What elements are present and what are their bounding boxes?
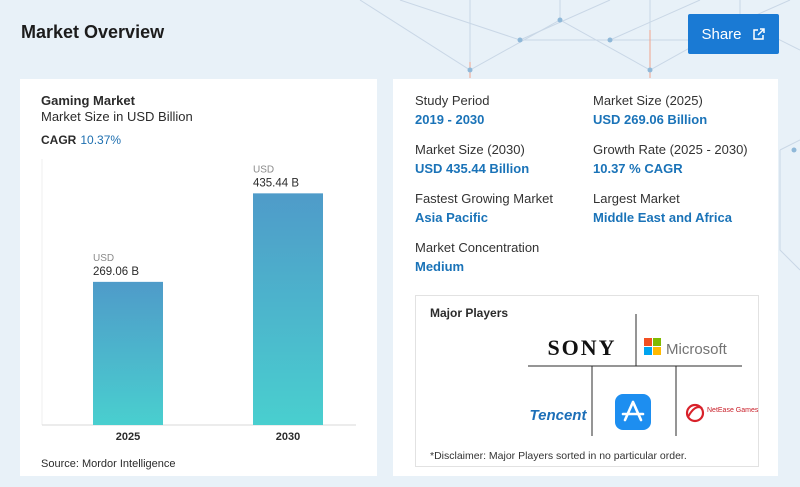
stat-market-concentration: Market Concentration Medium bbox=[415, 240, 539, 274]
cagr-value: 10.37% bbox=[80, 133, 122, 147]
page-title: Market Overview bbox=[21, 22, 165, 42]
x-tick-label: 2030 bbox=[276, 431, 300, 443]
stat-value: USD 435.44 Billion bbox=[415, 161, 530, 176]
stat-value: Medium bbox=[415, 259, 465, 274]
stat-market-size-2030: Market Size (2030) USD 435.44 Billion bbox=[415, 142, 529, 176]
stat-value: Middle East and Africa bbox=[593, 210, 732, 225]
stat-study-period: Study Period 2019 - 2030 bbox=[415, 93, 489, 127]
bar-value-unit: USD bbox=[253, 164, 274, 175]
stat-label: Largest Market bbox=[593, 191, 680, 206]
chart-source: Source: Mordor Intelligence bbox=[41, 458, 176, 470]
tencent-logo: Tencent bbox=[530, 407, 588, 424]
bar-chart: USD 269.06 B 2025 USD 435.44 B 2030 bbox=[41, 159, 356, 443]
stat-value: USD 269.06 Billion bbox=[593, 112, 708, 127]
app-store-logo bbox=[615, 394, 651, 430]
bar-value-label: 269.06 B bbox=[93, 266, 139, 278]
x-tick-label: 2025 bbox=[116, 431, 140, 443]
chart-subtitle: Market Size in USD Billion bbox=[41, 109, 193, 124]
market-stats-card: Study Period 2019 - 2030 Market Size (20… bbox=[393, 79, 778, 476]
stat-value: 10.37 % CAGR bbox=[593, 161, 683, 176]
bar-2025 bbox=[93, 281, 163, 425]
sony-logo: SONY bbox=[547, 335, 616, 360]
major-players-panel: Major Players SONY Microsoft bbox=[415, 295, 759, 467]
cagr-label: CAGR 10.37% bbox=[41, 133, 121, 147]
bar-value-unit: USD bbox=[93, 253, 114, 264]
external-link-icon bbox=[752, 28, 765, 40]
stat-fastest-growing-market: Fastest Growing Market Asia Pacific bbox=[415, 191, 553, 225]
stat-label: Growth Rate (2025 - 2030) bbox=[593, 142, 748, 157]
svg-text:Tencent: Tencent bbox=[530, 407, 588, 424]
stat-largest-market: Largest Market Middle East and Africa bbox=[593, 191, 732, 225]
stat-market-size-2025: Market Size (2025) USD 269.06 Billion bbox=[593, 93, 707, 127]
cagr-label-text: CAGR bbox=[41, 133, 77, 147]
share-button-label: Share bbox=[701, 25, 742, 43]
major-players-title: Major Players bbox=[430, 306, 509, 320]
microsoft-logo: Microsoft bbox=[644, 338, 728, 358]
chart-title: Gaming Market bbox=[41, 93, 135, 108]
stat-growth-rate: Growth Rate (2025 - 2030) 10.37 % CAGR bbox=[593, 142, 748, 176]
players-disclaimer: *Disclaimer: Major Players sorted in no … bbox=[430, 450, 687, 462]
share-button[interactable]: Share bbox=[688, 14, 779, 54]
svg-text:Microsoft: Microsoft bbox=[666, 341, 728, 358]
major-players-logo-grid: SONY Microsoft Tencent bbox=[528, 314, 759, 436]
stat-value: 2019 - 2030 bbox=[415, 112, 485, 127]
stat-label: Market Size (2025) bbox=[593, 93, 703, 108]
market-size-chart-card: Gaming Market Market Size in USD Billion… bbox=[20, 79, 377, 476]
stat-value: Asia Pacific bbox=[415, 210, 488, 225]
stat-label: Market Concentration bbox=[415, 240, 540, 255]
stat-label: Market Size (2030) bbox=[415, 142, 525, 157]
svg-text:SONY: SONY bbox=[547, 335, 616, 360]
bar-2030 bbox=[253, 193, 323, 425]
stat-label: Fastest Growing Market bbox=[415, 191, 553, 206]
netease-games-logo: NetEase Games bbox=[685, 403, 759, 423]
svg-text:NetEase Games: NetEase Games bbox=[707, 407, 759, 414]
stat-label: Study Period bbox=[415, 93, 490, 108]
bar-value-label: 435.44 B bbox=[253, 177, 299, 189]
